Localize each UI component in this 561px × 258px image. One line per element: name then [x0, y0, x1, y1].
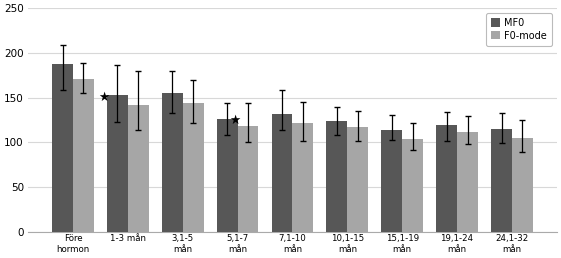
- Bar: [272, 114, 292, 232]
- Legend: MF0, F0-mode: MF0, F0-mode: [486, 13, 552, 46]
- Bar: [128, 105, 149, 232]
- Bar: [491, 129, 512, 232]
- Bar: [107, 95, 128, 232]
- Bar: [327, 121, 347, 232]
- Bar: [183, 103, 204, 232]
- Text: ★: ★: [99, 91, 110, 104]
- Bar: [217, 119, 238, 232]
- Text: ★: ★: [229, 114, 241, 127]
- Bar: [73, 79, 94, 232]
- Bar: [347, 127, 368, 232]
- Bar: [457, 132, 478, 232]
- Bar: [512, 138, 533, 232]
- Bar: [162, 93, 183, 232]
- Bar: [292, 124, 313, 232]
- Bar: [52, 64, 73, 232]
- Bar: [436, 125, 457, 232]
- Bar: [402, 139, 423, 232]
- Bar: [381, 130, 402, 232]
- Bar: [238, 126, 259, 232]
